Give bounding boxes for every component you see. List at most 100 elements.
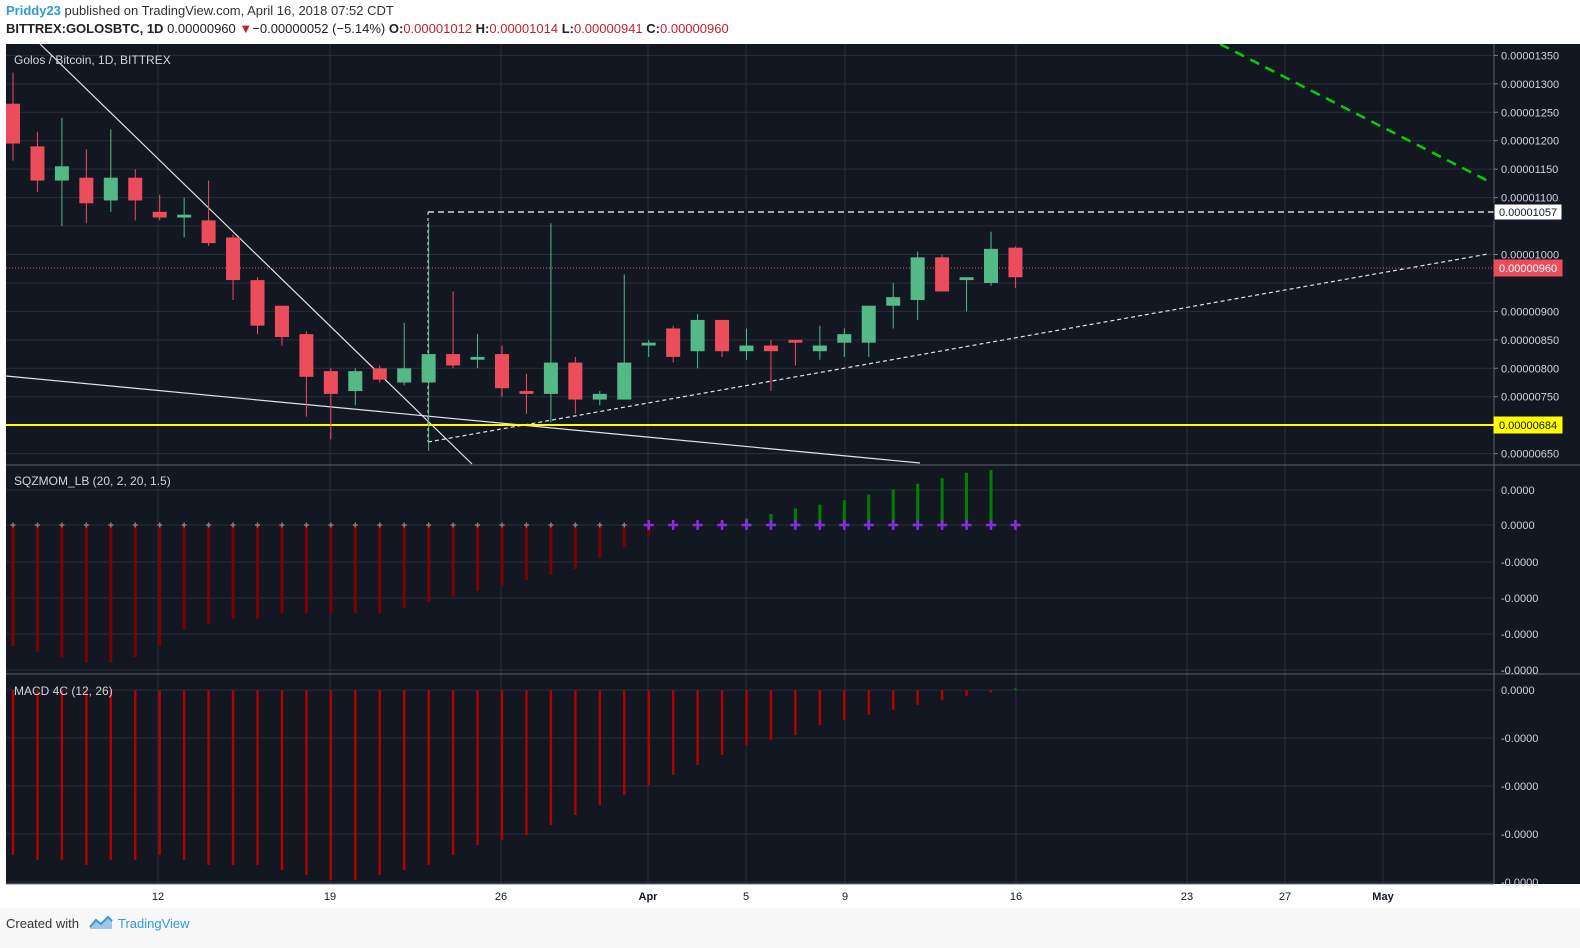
- time-axis-label: 26: [495, 891, 507, 903]
- squeeze-bar: [549, 525, 553, 575]
- candle-body[interactable]: [201, 220, 216, 244]
- price-tags: 0.00001057 0.00000960 0.00000684: [1493, 203, 1563, 434]
- squeeze-cross-marker: [59, 522, 65, 528]
- squeeze-cross-marker: [986, 520, 996, 530]
- author-link[interactable]: Priddy23: [6, 3, 61, 18]
- macd-bar: [134, 690, 137, 860]
- candle-body[interactable]: [886, 297, 901, 306]
- candle-body[interactable]: [568, 362, 583, 400]
- squeeze-cross-marker: [426, 522, 432, 528]
- candle-body[interactable]: [30, 146, 45, 181]
- squeeze-cross-marker: [352, 522, 358, 528]
- squeeze-cross-marker: [790, 520, 801, 530]
- squeeze-bar: [427, 525, 431, 602]
- candle-body[interactable]: [470, 356, 485, 360]
- publication-line: Priddy23 published on TradingView.com, A…: [6, 3, 394, 18]
- candle-body[interactable]: [715, 319, 730, 352]
- price-axis-label: 0.00001150: [1501, 164, 1558, 176]
- squeeze-momentum-series: [10, 470, 1021, 663]
- price-axis-labels[interactable]: 0.00001350 0.00001300 0.00001250 0.00001200…: [1494, 50, 1559, 889]
- price-axis-label: 0.00000650: [1501, 449, 1559, 461]
- time-axis-label: 9: [842, 891, 848, 903]
- squeeze-cross-marker: [888, 520, 899, 530]
- candle-body[interactable]: [984, 248, 998, 283]
- squeeze-cross-marker: [401, 522, 407, 528]
- trendline-ascending-dashed[interactable]: [427, 253, 1489, 443]
- candle-body[interactable]: [103, 177, 118, 201]
- macd-axis-label: -0.0000: [1501, 829, 1538, 841]
- squeeze-bar: [867, 494, 871, 525]
- macd-axis-label: -0.0000: [1501, 781, 1538, 793]
- squeeze-cross-marker: [1010, 520, 1021, 530]
- candle-body[interactable]: [690, 319, 705, 352]
- candle-body[interactable]: [788, 339, 803, 343]
- macd-bar: [109, 690, 112, 860]
- macd-axis-label: -0.0000: [1501, 877, 1538, 889]
- trendline-descending-shallow[interactable]: [5, 375, 921, 464]
- macd-axis-label: 0.0000: [1501, 685, 1535, 697]
- candle-body[interactable]: [935, 257, 950, 292]
- candle-body[interactable]: [226, 237, 241, 281]
- candle-body[interactable]: [348, 371, 363, 392]
- candle-body[interactable]: [739, 345, 754, 352]
- candle-body[interactable]: [812, 345, 827, 352]
- macd-bar: [60, 690, 64, 860]
- trendline-descending-steep[interactable]: [39, 44, 473, 465]
- candlestick-series: [6, 72, 1023, 451]
- macd-bar: [158, 690, 161, 855]
- candle-body[interactable]: [372, 368, 387, 380]
- candle-body[interactable]: [763, 345, 778, 352]
- high-value: 0.00001014: [489, 21, 559, 36]
- macd-bar: [940, 690, 944, 700]
- candle-body[interactable]: [617, 362, 632, 400]
- candle-body[interactable]: [592, 393, 607, 400]
- candle-body[interactable]: [323, 371, 338, 394]
- squeeze-axis-label: 0.0000: [1501, 485, 1535, 497]
- chart-canvas[interactable]: 0.00001350 0.00001300 0.00001250 0.00001200…: [0, 44, 1580, 908]
- high-label: H:: [475, 21, 490, 36]
- macd-bar: [182, 690, 186, 860]
- candle-body[interactable]: [274, 305, 289, 337]
- candle-body[interactable]: [1008, 247, 1023, 278]
- macd-bar: [36, 690, 39, 860]
- candle-body[interactable]: [861, 305, 876, 343]
- candle-body[interactable]: [910, 257, 925, 301]
- price-tag-label: 0.00001057: [1499, 207, 1557, 219]
- candle-body[interactable]: [177, 214, 192, 218]
- squeeze-cross-marker: [668, 520, 679, 530]
- candle-body[interactable]: [666, 328, 681, 357]
- published-text: published on TradingView.com, April 16, …: [60, 3, 394, 18]
- time-axis-labels[interactable]: 12 19 26 Apr 5 9 16 23 27 May: [152, 891, 1395, 903]
- time-axis-label: 23: [1181, 891, 1193, 903]
- candle-body[interactable]: [421, 354, 436, 383]
- candle-body[interactable]: [446, 354, 461, 366]
- candle-body[interactable]: [250, 280, 265, 326]
- candle-body[interactable]: [299, 334, 314, 377]
- candle-body[interactable]: [6, 103, 20, 144]
- squeeze-cross-marker: [912, 520, 923, 530]
- squeeze-cross-marker: [181, 522, 187, 528]
- candle-body[interactable]: [152, 211, 167, 218]
- tradingview-logo-icon[interactable]: [88, 914, 114, 937]
- symbol-line: BITTREX:GOLOSBTC, 1D 0.00000960 ▼−0.0000…: [6, 21, 729, 36]
- macd-bar: [11, 690, 15, 855]
- candle-body[interactable]: [959, 277, 974, 281]
- tradingview-link[interactable]: TradingView: [118, 916, 190, 931]
- candle-body[interactable]: [641, 342, 656, 346]
- macd-bar: [305, 690, 308, 875]
- candle-body[interactable]: [79, 177, 94, 204]
- macd-bar: [231, 690, 235, 865]
- candle-body[interactable]: [54, 166, 69, 181]
- candle-body[interactable]: [495, 354, 509, 389]
- price-axis-label: 0.00000750: [1501, 392, 1559, 404]
- squeeze-bar: [109, 525, 113, 663]
- candle-body[interactable]: [128, 177, 143, 201]
- candle-body[interactable]: [519, 391, 534, 394]
- candle-body[interactable]: [837, 334, 852, 343]
- squeeze-bar: [818, 504, 822, 525]
- squeeze-bar: [11, 525, 15, 646]
- candle-body[interactable]: [543, 362, 558, 394]
- squeeze-cross-marker: [621, 522, 627, 528]
- squeeze-bar: [60, 525, 64, 657]
- candle-body[interactable]: [397, 368, 412, 383]
